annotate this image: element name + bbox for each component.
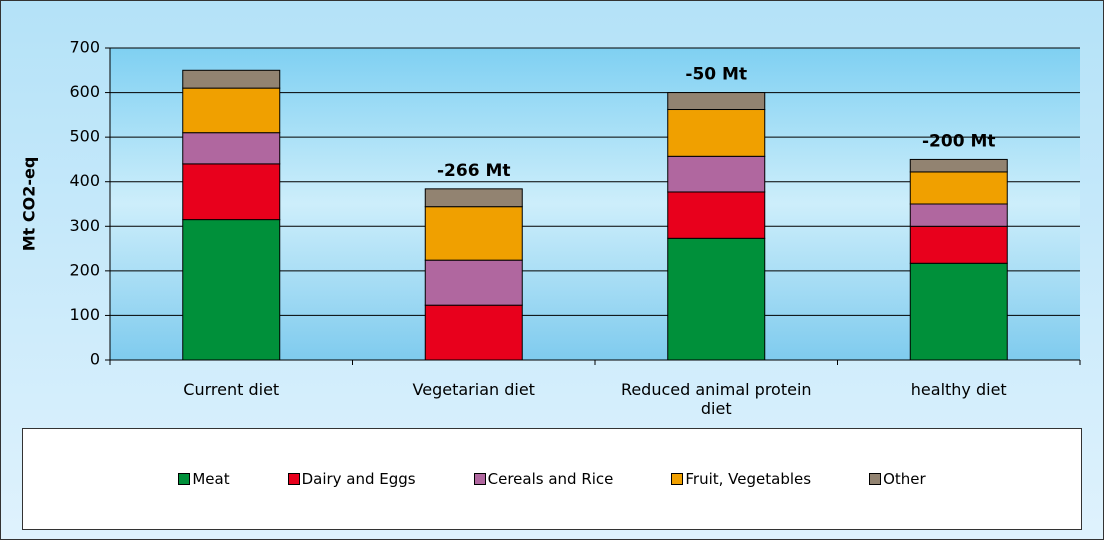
x-tick-label: healthy diet <box>910 380 1007 399</box>
bar-segment <box>667 237 766 361</box>
annotation: -200 Mt <box>922 131 996 151</box>
x-tick-label: Current diet <box>183 380 280 399</box>
legend-swatch <box>671 473 684 485</box>
bar-segment <box>424 259 523 306</box>
bar-segment <box>182 69 281 89</box>
annotation: -266 Mt <box>437 161 511 181</box>
x-tick-label: Reduced animal protein diet <box>620 380 812 418</box>
legend-item: Dairy and Eggs <box>287 470 416 488</box>
legend-label: Dairy and Eggs <box>301 470 416 488</box>
y-axis-label: Mt CO2-eq <box>20 157 39 252</box>
legend: Meat Dairy and Eggs Cereals and Rice Fruit,… <box>22 428 1082 530</box>
bar-segment <box>667 92 766 111</box>
legend-label: Cereals and Rice <box>487 470 614 488</box>
y-tick-label: 0 <box>90 350 100 369</box>
bar-segment <box>909 225 1008 264</box>
bar-segment <box>182 87 281 134</box>
legend-item: Fruit, Vegetables <box>671 470 811 488</box>
bar-segment <box>667 191 766 239</box>
y-tick-label: 300 <box>69 216 100 235</box>
y-tick-label: 600 <box>69 82 100 101</box>
legend-swatch <box>178 473 191 485</box>
legend-swatch <box>473 473 486 485</box>
bar-segment <box>909 262 1008 361</box>
bar-segment <box>424 206 523 261</box>
annotation: -50 Mt <box>685 65 747 85</box>
bar-segment <box>909 171 1008 205</box>
bar-segment <box>909 158 1008 173</box>
y-tick-label: 500 <box>69 127 100 146</box>
y-tick-label: 700 <box>69 38 100 57</box>
legend-label: Meat <box>192 470 230 488</box>
legend-item: Meat <box>178 470 230 488</box>
bar-segment <box>667 109 766 157</box>
bar-segment <box>424 188 523 208</box>
bar-segment <box>909 203 1008 227</box>
legend-item: Other <box>869 470 926 488</box>
legend-swatch <box>287 473 300 485</box>
y-tick-label: 100 <box>69 305 100 324</box>
bar-segment <box>182 132 281 165</box>
bar-segment <box>182 163 281 221</box>
bar-segment <box>667 155 766 193</box>
x-tick-label: Vegetarian diet <box>412 380 535 399</box>
bar-segment <box>182 219 281 361</box>
legend-item: Cereals and Rice <box>473 470 614 488</box>
legend-label: Other <box>883 470 926 488</box>
y-tick-label: 200 <box>69 260 100 279</box>
legend-label: Fruit, Vegetables <box>685 470 812 488</box>
y-tick-label: 400 <box>69 171 100 190</box>
bar-segment <box>424 304 523 361</box>
legend-swatch <box>869 473 882 485</box>
